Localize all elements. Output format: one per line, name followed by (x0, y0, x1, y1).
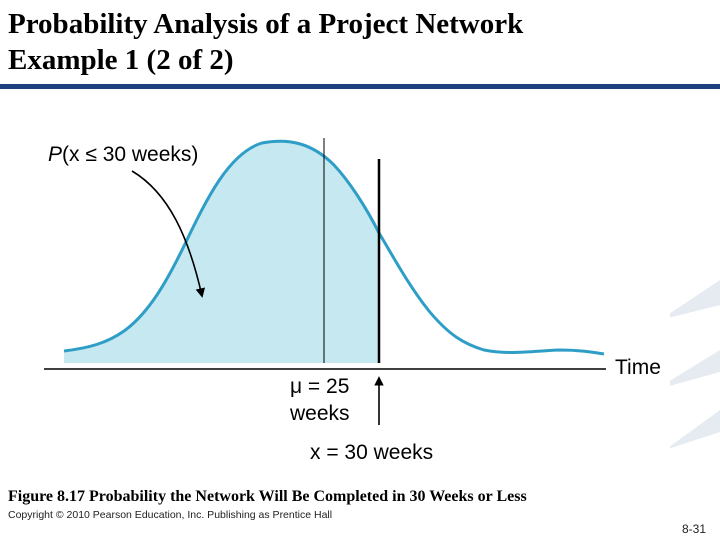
time-axis-label: Time (615, 356, 661, 379)
probability-pointer-arrow (131, 170, 206, 298)
page-number: 8-31 (681, 522, 706, 536)
title-divider (0, 84, 720, 89)
bell-curve (63, 139, 605, 356)
probability-label: P(x ≤ 30 weeks) (48, 143, 198, 166)
mean-label-line-1: μ = 25 (290, 375, 349, 398)
figure-caption: Figure 8.17 Probability the Network Will… (8, 488, 527, 505)
distribution-svg: P(x ≤ 30 weeks) Time μ = 25 weeks x = 30… (44, 138, 661, 464)
slide-title: Probability Analysis of a Project Networ… (8, 6, 708, 78)
title-line-2: Example 1 (2 of 2) (8, 44, 234, 76)
x-value-label: x = 30 weeks (310, 441, 433, 464)
title-line-1: Probability Analysis of a Project Networ… (8, 8, 524, 40)
decorative-swoosh (655, 280, 720, 450)
shaded-probability-area (64, 141, 379, 363)
normal-distribution-figure: P(x ≤ 30 weeks) Time μ = 25 weeks x = 30… (44, 113, 670, 470)
mean-label-line-2: weeks (289, 402, 350, 425)
copyright-notice: Copyright © 2010 Pearson Education, Inc.… (8, 509, 333, 521)
